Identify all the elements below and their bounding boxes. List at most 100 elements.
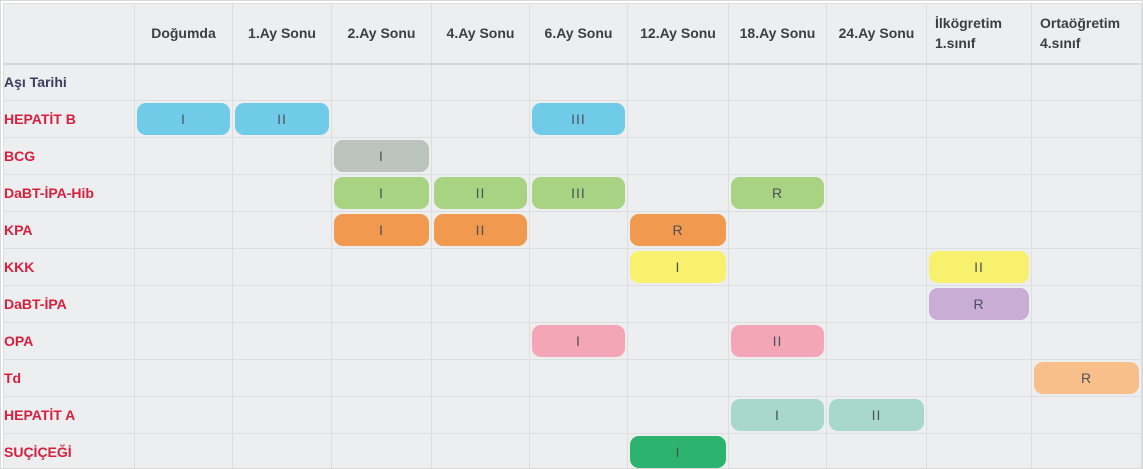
schedule-cell <box>728 100 827 138</box>
schedule-cell <box>1031 248 1142 286</box>
table-row: DaBT-İPA-Hib I II III R <box>3 174 1142 212</box>
schedule-cell: III <box>529 174 628 212</box>
schedule-cell <box>331 248 432 286</box>
schedule-cell <box>232 211 332 249</box>
column-header-9: İlkögretim 1.sınıf <box>926 3 1032 65</box>
schedule-cell <box>529 248 628 286</box>
schedule-cell: I <box>134 100 233 138</box>
schedule-cell <box>529 137 628 175</box>
schedule-cell <box>1031 396 1142 434</box>
schedule-cell <box>431 396 530 434</box>
schedule-cell <box>331 322 432 360</box>
schedule-cell <box>134 433 233 468</box>
schedule-cell <box>728 359 827 397</box>
schedule-cell <box>926 322 1032 360</box>
schedule-cell <box>134 63 233 101</box>
schedule-cell <box>1031 285 1142 323</box>
column-header-7: 18.Ay Sonu <box>728 3 827 65</box>
column-header-2: 1.Ay Sonu <box>232 3 332 65</box>
column-header-1: Doğumda <box>134 3 233 65</box>
dose-pill: R <box>630 214 726 246</box>
schedule-cell: R <box>926 285 1032 323</box>
table-row: HEPATİT B I II III <box>3 100 1142 138</box>
schedule-cell <box>529 396 628 434</box>
schedule-cell <box>926 359 1032 397</box>
dose-pill: II <box>929 251 1029 283</box>
schedule-cell <box>926 63 1032 101</box>
schedule-cell <box>1031 100 1142 138</box>
schedule-cell <box>134 322 233 360</box>
schedule-cell <box>232 248 332 286</box>
table-row: BCG I <box>3 137 1142 175</box>
row-label: SUÇİÇEĞİ <box>3 433 135 468</box>
schedule-cell <box>331 396 432 434</box>
schedule-cell: R <box>627 211 729 249</box>
row-label: KPA <box>3 211 135 249</box>
schedule-cell <box>826 433 927 468</box>
row-label: BCG <box>3 137 135 175</box>
dose-pill: III <box>532 103 625 135</box>
schedule-cell <box>331 285 432 323</box>
schedule-cell <box>627 63 729 101</box>
schedule-cell <box>926 396 1032 434</box>
table-row: Td R <box>3 359 1142 397</box>
row-label: HEPATİT B <box>3 100 135 138</box>
schedule-cell <box>926 211 1032 249</box>
schedule-cell: I <box>331 174 432 212</box>
schedule-cell <box>529 211 628 249</box>
column-header-3: 2.Ay Sonu <box>331 3 432 65</box>
row-label: DaBT-İPA <box>3 285 135 323</box>
schedule-cell <box>627 359 729 397</box>
dose-pill: I <box>334 214 429 246</box>
dose-pill: I <box>137 103 230 135</box>
schedule-cell <box>1031 433 1142 468</box>
schedule-cell <box>627 322 729 360</box>
dose-pill: III <box>532 177 625 209</box>
schedule-cell <box>431 359 530 397</box>
dose-pill: R <box>1034 362 1139 394</box>
schedule-cell: II <box>826 396 927 434</box>
column-header-8: 24.Ay Sonu <box>826 3 927 65</box>
schedule-cell <box>331 63 432 101</box>
schedule-cell: I <box>529 322 628 360</box>
schedule-cell <box>529 285 628 323</box>
schedule-cell <box>926 433 1032 468</box>
dose-pill: I <box>334 140 429 172</box>
row-label: DaBT-İPA-Hib <box>3 174 135 212</box>
dose-pill: II <box>731 325 824 357</box>
schedule-cell <box>232 285 332 323</box>
table-row: Aşı Tarihi <box>3 63 1142 101</box>
dose-pill: II <box>434 177 527 209</box>
dose-pill: I <box>630 251 726 283</box>
schedule-cell <box>1031 137 1142 175</box>
schedule-cell <box>529 433 628 468</box>
schedule-cell <box>728 211 827 249</box>
schedule-cell: II <box>728 322 827 360</box>
schedule-cell <box>926 137 1032 175</box>
table-row: HEPATİT A I II <box>3 396 1142 434</box>
schedule-cell <box>431 285 530 323</box>
schedule-cell: I <box>728 396 827 434</box>
dose-pill: R <box>731 177 824 209</box>
schedule-cell <box>1031 211 1142 249</box>
schedule-cell <box>529 63 628 101</box>
column-header-5: 6.Ay Sonu <box>529 3 628 65</box>
schedule-cell <box>134 174 233 212</box>
row-label: OPA <box>3 322 135 360</box>
schedule-cell: II <box>232 100 332 138</box>
schedule-cell: R <box>728 174 827 212</box>
schedule-cell <box>431 248 530 286</box>
schedule-cell <box>627 285 729 323</box>
dose-pill: R <box>929 288 1029 320</box>
dose-pill: II <box>235 103 329 135</box>
schedule-cell <box>431 433 530 468</box>
schedule-cell <box>134 248 233 286</box>
schedule-cell <box>728 248 827 286</box>
schedule-cell <box>331 433 432 468</box>
schedule-cell <box>826 174 927 212</box>
dose-pill: I <box>334 177 429 209</box>
schedule-cell <box>826 285 927 323</box>
corner-header-cell <box>3 3 135 65</box>
schedule-cell <box>826 322 927 360</box>
